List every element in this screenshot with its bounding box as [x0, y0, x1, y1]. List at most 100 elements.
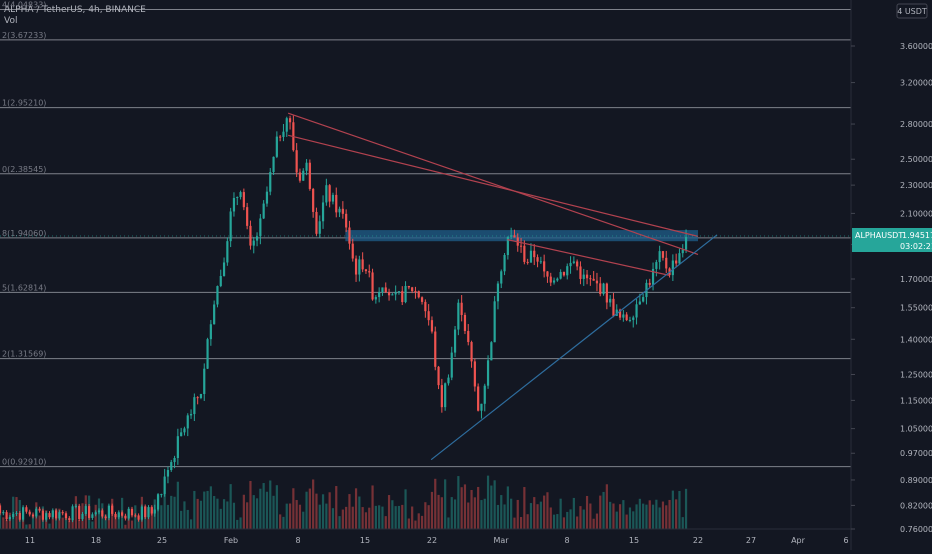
current-price-tag: [852, 228, 932, 252]
candle: [166, 470, 170, 477]
candle: [295, 150, 298, 173]
candle: [576, 261, 579, 267]
currency-badge-box[interactable]: [896, 3, 928, 19]
candle: [153, 509, 156, 514]
fib-level-label: 2(1.31569): [2, 350, 46, 359]
candle: [632, 317, 635, 320]
candle: [78, 505, 81, 520]
volume-bar: [78, 519, 81, 529]
candle: [88, 506, 91, 518]
candle: [18, 512, 21, 520]
candle: [411, 287, 414, 292]
candle: [285, 118, 288, 132]
candle: [104, 516, 107, 519]
volume-bar: [308, 488, 311, 529]
volume-bar: [628, 507, 632, 529]
candle: [58, 512, 61, 519]
current-price-countdown: 03:02:21: [900, 242, 932, 251]
candle: [493, 301, 496, 343]
time-tick-label: 25: [157, 536, 167, 545]
volume-bar: [424, 502, 427, 529]
volume-bar: [602, 491, 605, 529]
volume-bar: [173, 496, 176, 529]
volume-bar: [552, 514, 556, 529]
volume-bar: [625, 514, 628, 529]
volume-bar: [315, 493, 318, 529]
volume-bar: [279, 514, 282, 529]
time-tick-label: Feb: [224, 536, 238, 545]
candle: [628, 319, 632, 321]
fib-level-label: 0(2.38545): [2, 165, 46, 174]
volume-bar: [453, 499, 457, 529]
volume-bar: [599, 495, 602, 529]
volume-legend[interactable]: Vol: [4, 16, 18, 26]
volume-bar: [605, 484, 608, 529]
candle: [391, 294, 394, 296]
candle: [519, 245, 523, 247]
candle: [678, 253, 681, 264]
ascending-support-trendline[interactable]: [430, 234, 718, 461]
volume-bar: [483, 498, 486, 529]
candle: [196, 397, 199, 399]
descending-resistance-trendline[interactable]: [288, 134, 699, 237]
volume-bar: [500, 495, 503, 529]
candle: [605, 283, 608, 303]
trendlines[interactable]: [287, 112, 718, 461]
candle: [0, 505, 2, 514]
candle: [25, 507, 28, 512]
price-tick-label: 2.10000: [900, 209, 932, 218]
time-tick-label: Mar: [493, 536, 509, 545]
volume-bar: [651, 504, 655, 529]
volume-bar: [397, 505, 401, 529]
volume-bar: [391, 500, 394, 529]
volume-bar: [450, 497, 453, 529]
currency-badge[interactable]: 4 USDT: [897, 7, 927, 16]
candle: [579, 266, 582, 279]
current-price-symbol: ALPHAUSDT: [855, 231, 903, 240]
volume-bar: [559, 498, 562, 529]
candle: [275, 136, 278, 157]
candle: [671, 260, 674, 276]
volume-bar: [186, 509, 189, 529]
candle: [312, 188, 315, 212]
volume-bar: [371, 485, 374, 529]
price-tick-label: 3.20000: [900, 79, 932, 88]
candle: [81, 513, 84, 520]
candle: [394, 292, 397, 295]
candle: [318, 221, 321, 234]
candle: [602, 283, 605, 295]
symbol-title[interactable]: ALPHA / TetherUS, 4h, BINANCE: [4, 5, 146, 15]
fib-level-label: 8(1.94060): [2, 229, 46, 238]
volume-bar: [328, 492, 331, 529]
candle: [510, 235, 513, 237]
volume-bar: [338, 516, 341, 529]
volume-bar: [401, 504, 404, 529]
candle: [338, 208, 341, 213]
volume-bar: [463, 484, 467, 529]
candle: [8, 517, 11, 520]
volume-bar: [638, 498, 641, 529]
descending-resistance-trendline[interactable]: [287, 112, 699, 255]
volume-bar: [585, 495, 589, 529]
time-axis[interactable]: 11 18 25 Feb 8 15 22 Mar 8 15 22 27 Apr 6: [25, 536, 849, 545]
volume-bar: [655, 499, 658, 529]
descending-resistance-trendline[interactable]: [507, 239, 670, 276]
volume-bar: [166, 504, 170, 529]
volume-bar: [28, 524, 31, 529]
candle: [533, 250, 536, 258]
time-tick-label: Apr: [791, 536, 806, 545]
volume-bar: [61, 517, 64, 529]
volume-bar: [91, 521, 94, 529]
candle: [420, 297, 424, 302]
fib-level-label: 5(1.62814): [2, 283, 46, 292]
fib-levels: 4(4.04833) 2(3.67233) 1(2.95210) 0(2.38545)…: [0, 1, 851, 468]
volume-bar: [209, 486, 212, 529]
volume-bar: [193, 490, 196, 529]
volume-bar: [486, 475, 490, 529]
volume-bar: [632, 511, 635, 529]
volume-bar: [490, 485, 493, 529]
candle: [41, 510, 44, 520]
volume-bar: [117, 515, 120, 529]
